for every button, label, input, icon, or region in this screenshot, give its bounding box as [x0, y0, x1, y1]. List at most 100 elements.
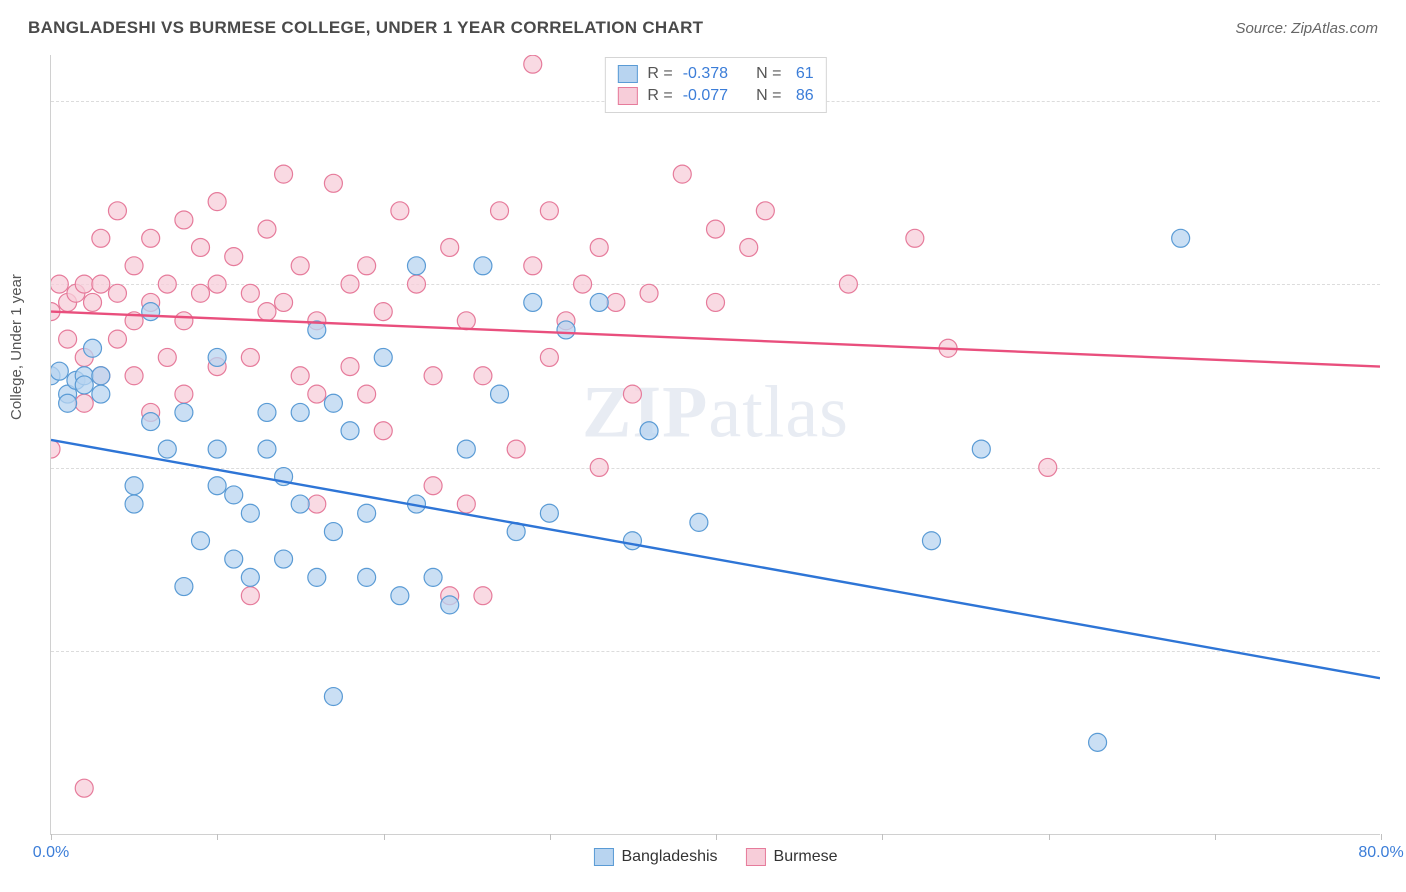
data-point [225, 486, 243, 504]
data-point [424, 367, 442, 385]
data-point [341, 422, 359, 440]
legend-label: Bangladeshis [621, 848, 717, 866]
data-point [125, 495, 143, 513]
data-point [424, 477, 442, 495]
stat-r-label: R = [647, 87, 672, 105]
data-point [84, 293, 102, 311]
data-point [158, 440, 176, 458]
data-point [92, 229, 110, 247]
data-point [906, 229, 924, 247]
data-point [75, 376, 93, 394]
data-point [491, 385, 509, 403]
data-point [75, 394, 93, 412]
data-point [108, 202, 126, 220]
x-tick [550, 834, 551, 840]
stat-r-value: -0.378 [683, 65, 728, 83]
data-point [324, 688, 342, 706]
data-point [1172, 229, 1190, 247]
stats-row: R = -0.378 N = 61 [617, 63, 813, 85]
data-point [51, 362, 68, 380]
data-point [540, 504, 558, 522]
legend-item: Bangladeshis [593, 848, 717, 866]
data-point [208, 477, 226, 495]
data-point [175, 385, 193, 403]
data-point [142, 229, 160, 247]
data-point [441, 596, 459, 614]
data-point [407, 257, 425, 275]
x-tick [1381, 834, 1382, 840]
data-point [291, 495, 309, 513]
data-point [1089, 733, 1107, 751]
data-point [84, 339, 102, 357]
data-point [374, 348, 392, 366]
data-point [92, 275, 110, 293]
trend-line [51, 440, 1380, 678]
data-point [241, 284, 259, 302]
data-point [391, 587, 409, 605]
stat-n-value: 61 [791, 65, 813, 83]
data-point [574, 275, 592, 293]
data-point [308, 385, 326, 403]
stats-legend: R = -0.378 N = 61 R = -0.077 N = 86 [604, 57, 826, 113]
data-point [125, 367, 143, 385]
data-point [125, 477, 143, 495]
data-point [640, 422, 658, 440]
data-point [707, 293, 725, 311]
data-point [690, 513, 708, 531]
data-point [192, 284, 210, 302]
data-point [590, 458, 608, 476]
data-point [59, 330, 77, 348]
stat-r-value: -0.077 [683, 87, 728, 105]
data-point [358, 568, 376, 586]
chart-title: BANGLADESHI VS BURMESE COLLEGE, UNDER 1 … [28, 18, 703, 38]
data-point [491, 202, 509, 220]
data-point [623, 532, 641, 550]
data-point [258, 220, 276, 238]
data-point [225, 248, 243, 266]
x-tick-label: 80.0% [1358, 844, 1403, 862]
data-point [75, 779, 93, 797]
legend-item: Burmese [746, 848, 838, 866]
data-point [241, 504, 259, 522]
data-point [225, 550, 243, 568]
data-point [275, 165, 293, 183]
stat-n-label: N = [756, 65, 781, 83]
data-point [324, 523, 342, 541]
data-point [208, 440, 226, 458]
data-point [324, 174, 342, 192]
data-point [192, 532, 210, 550]
data-point [275, 293, 293, 311]
stat-n-value: 86 [791, 87, 813, 105]
data-point [324, 394, 342, 412]
data-point [75, 275, 93, 293]
stat-n-label: N = [756, 87, 781, 105]
legend-swatch [746, 848, 766, 866]
data-point [1039, 458, 1057, 476]
data-point [241, 348, 259, 366]
series-legend: Bangladeshis Burmese [593, 848, 837, 866]
data-point [175, 578, 193, 596]
data-point [341, 358, 359, 376]
data-point [175, 403, 193, 421]
series-swatch [617, 65, 637, 83]
data-point [474, 587, 492, 605]
data-point [241, 587, 259, 605]
data-point [125, 257, 143, 275]
data-point [673, 165, 691, 183]
data-point [192, 238, 210, 256]
x-tick [384, 834, 385, 840]
data-point [707, 220, 725, 238]
data-point [175, 211, 193, 229]
data-point [607, 293, 625, 311]
data-point [241, 568, 259, 586]
data-point [258, 403, 276, 421]
data-point [358, 385, 376, 403]
data-point [51, 440, 60, 458]
data-point [507, 440, 525, 458]
legend-label: Burmese [774, 848, 838, 866]
data-point [540, 202, 558, 220]
stat-r-label: R = [647, 65, 672, 83]
data-point [972, 440, 990, 458]
legend-swatch [593, 848, 613, 866]
data-point [590, 293, 608, 311]
